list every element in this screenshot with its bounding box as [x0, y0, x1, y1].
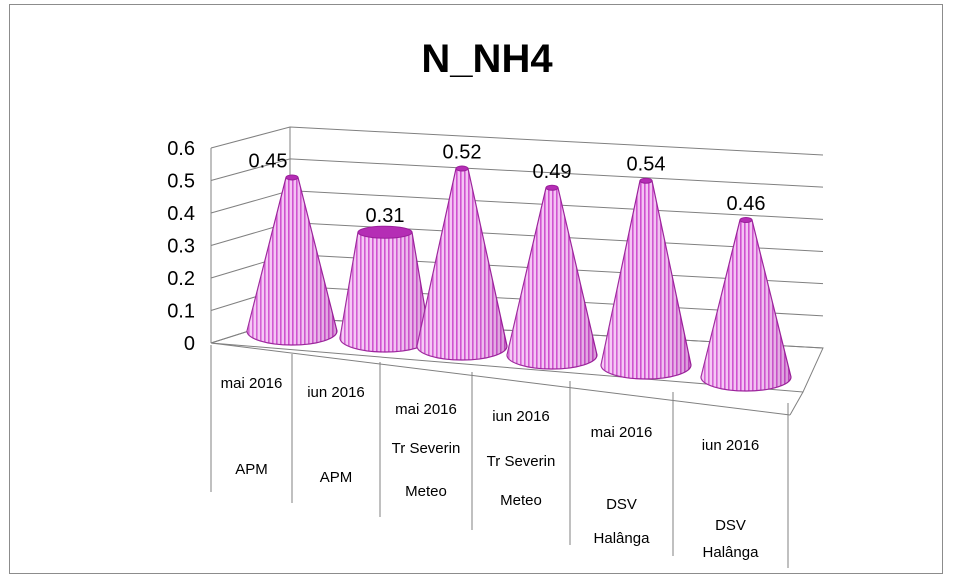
category-station-label: APM — [320, 469, 353, 486]
category-station-label: DSV — [715, 517, 746, 534]
gridline — [210, 158, 824, 188]
gridline — [210, 126, 824, 156]
category-station-label: APM — [235, 461, 268, 478]
cone-bar — [416, 165, 508, 361]
category-station-label: Tr Severin — [487, 453, 556, 470]
cone-shading — [601, 180, 691, 379]
category-station-label: Meteo — [405, 483, 447, 500]
cone-top — [455, 165, 469, 172]
cone-top — [545, 184, 559, 191]
category-station-label: Tr Severin — [392, 440, 461, 457]
cone-top — [285, 174, 299, 181]
category-station-label: Halânga — [594, 530, 651, 547]
y-tick-label: 0 — [184, 333, 195, 355]
data-label: 0.46 — [727, 193, 766, 215]
category-period-label: iun 2016 — [702, 437, 760, 454]
cone-top — [739, 217, 753, 224]
chart-title: N_NH4 — [421, 37, 553, 81]
cone-bar — [246, 174, 338, 346]
category-period-label: iun 2016 — [492, 408, 550, 425]
data-label: 0.49 — [533, 161, 572, 183]
y-tick-label: 0.1 — [167, 301, 195, 323]
cone-top — [357, 225, 413, 239]
y-tick-label: 0.3 — [167, 236, 195, 258]
cone-top — [639, 177, 653, 184]
cone-bar — [600, 177, 692, 380]
cone-bar — [700, 217, 792, 392]
data-label: 0.31 — [366, 205, 405, 227]
category-station-label: DSV — [606, 496, 637, 513]
data-label: 0.45 — [249, 150, 288, 172]
y-tick-label: 0.5 — [167, 171, 195, 193]
y-tick-label: 0.4 — [167, 203, 195, 225]
cone-shading — [507, 187, 597, 369]
cone-shading — [701, 220, 791, 391]
category-period-label: mai 2016 — [221, 375, 283, 392]
cone-shading — [417, 168, 507, 360]
category-axis-line — [210, 342, 791, 416]
y-tick-label: 0.6 — [167, 138, 195, 160]
data-label: 0.54 — [627, 154, 666, 176]
cones — [246, 165, 792, 392]
cone-bar — [506, 184, 598, 370]
cone-bar — [339, 225, 431, 353]
category-station-label: Meteo — [500, 492, 542, 509]
category-axis: mai 2016 APM iun 2016 APM mai 2016 Tr Severin… — [210, 345, 789, 568]
data-labels: 0.45 0.31 0.52 0.49 0.54 0.46 — [249, 142, 766, 228]
category-station-label: Halânga — [703, 544, 760, 561]
category-period-label: iun 2016 — [307, 384, 365, 401]
category-period-label: mai 2016 — [395, 401, 457, 418]
y-axis-ticks: 0 0.1 0.2 0.3 0.4 0.5 0.6 — [167, 138, 195, 355]
data-label: 0.52 — [443, 142, 482, 164]
cone-shading — [247, 177, 337, 345]
category-period-label: mai 2016 — [591, 424, 653, 441]
y-tick-label: 0.2 — [167, 268, 195, 290]
cone-shading — [340, 232, 430, 352]
floor-front-edge — [789, 391, 804, 416]
